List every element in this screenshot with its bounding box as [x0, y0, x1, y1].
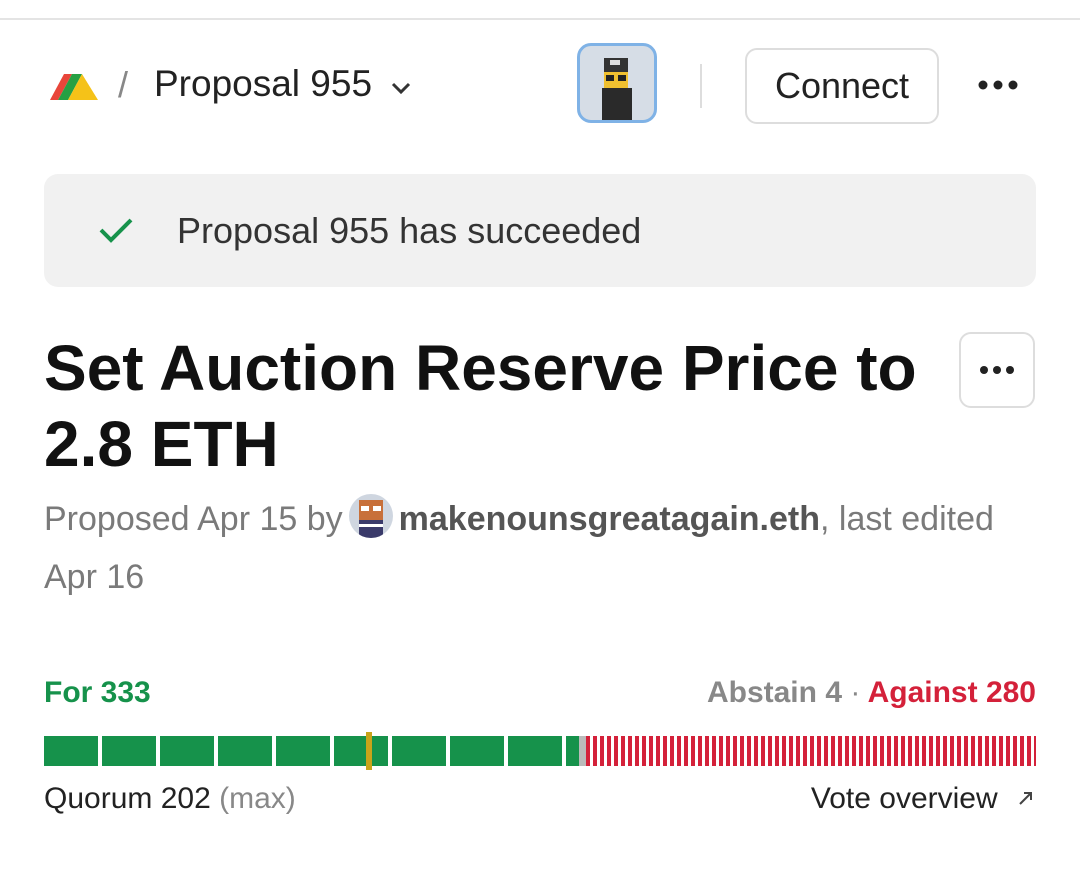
quorum-marker: [365, 732, 372, 770]
chevron: [392, 82, 411, 95]
avatar-image: [602, 58, 632, 120]
vote-segment: [44, 736, 580, 766]
quorum: Quorum 202 (max): [44, 782, 296, 816]
meta-prefix: Proposed Apr 15 by: [44, 500, 343, 538]
author-avatar: [348, 494, 393, 538]
against-value: 280: [985, 676, 1036, 709]
vote-overview-label[interactable]: Vote overview: [810, 782, 998, 815]
proposal-actions[interactable]: [959, 332, 1035, 408]
abstain-value: 4: [825, 676, 842, 709]
abstain-label: Abstain: [706, 676, 817, 709]
proposal-meta: Proposed Apr 15 by makenounsgreatagain.et…: [44, 490, 1034, 606]
dots-icon: [980, 366, 1014, 374]
quorum-note: (max): [219, 782, 296, 815]
logo[interactable]: [50, 72, 98, 100]
vote-segment: [585, 736, 1036, 766]
for-count: For 333: [44, 676, 151, 710]
connect-button[interactable]: Connect: [745, 48, 939, 124]
check-icon: [99, 218, 133, 243]
for-value: 333: [100, 676, 151, 709]
author-link[interactable]: makenounsgreatagain.eth: [398, 500, 820, 538]
vote-segment: [579, 736, 586, 766]
vote-overview-link[interactable]: Vote overview: [811, 782, 1036, 816]
external-arrow: [1019, 792, 1032, 805]
more-menu[interactable]: [978, 78, 1018, 92]
top-border: [0, 18, 1080, 20]
meta-suffix: , last edited Apr 16: [44, 500, 994, 596]
vote-bar: [44, 732, 1036, 770]
status-banner: [44, 174, 1036, 287]
proposal-menu[interactable]: Proposal 955: [154, 63, 412, 105]
account-avatar[interactable]: [577, 43, 657, 123]
breadcrumb-separator: /: [118, 64, 129, 105]
quorum-value: 202: [160, 782, 211, 815]
proposal-menu-label[interactable]: Proposal 955: [154, 63, 373, 104]
quorum-label: Quorum: [44, 782, 153, 815]
other-counts: Abstain 4 · Against 280: [707, 676, 1036, 710]
proposal-title: Set Auction Reserve Price to 2.8 ETH: [44, 332, 917, 480]
divider: [700, 64, 702, 108]
against-label: Against: [867, 676, 978, 709]
separator: ·: [850, 676, 861, 709]
status-text: Proposal 955 has succeeded: [177, 210, 642, 251]
for-label: For: [44, 676, 93, 709]
